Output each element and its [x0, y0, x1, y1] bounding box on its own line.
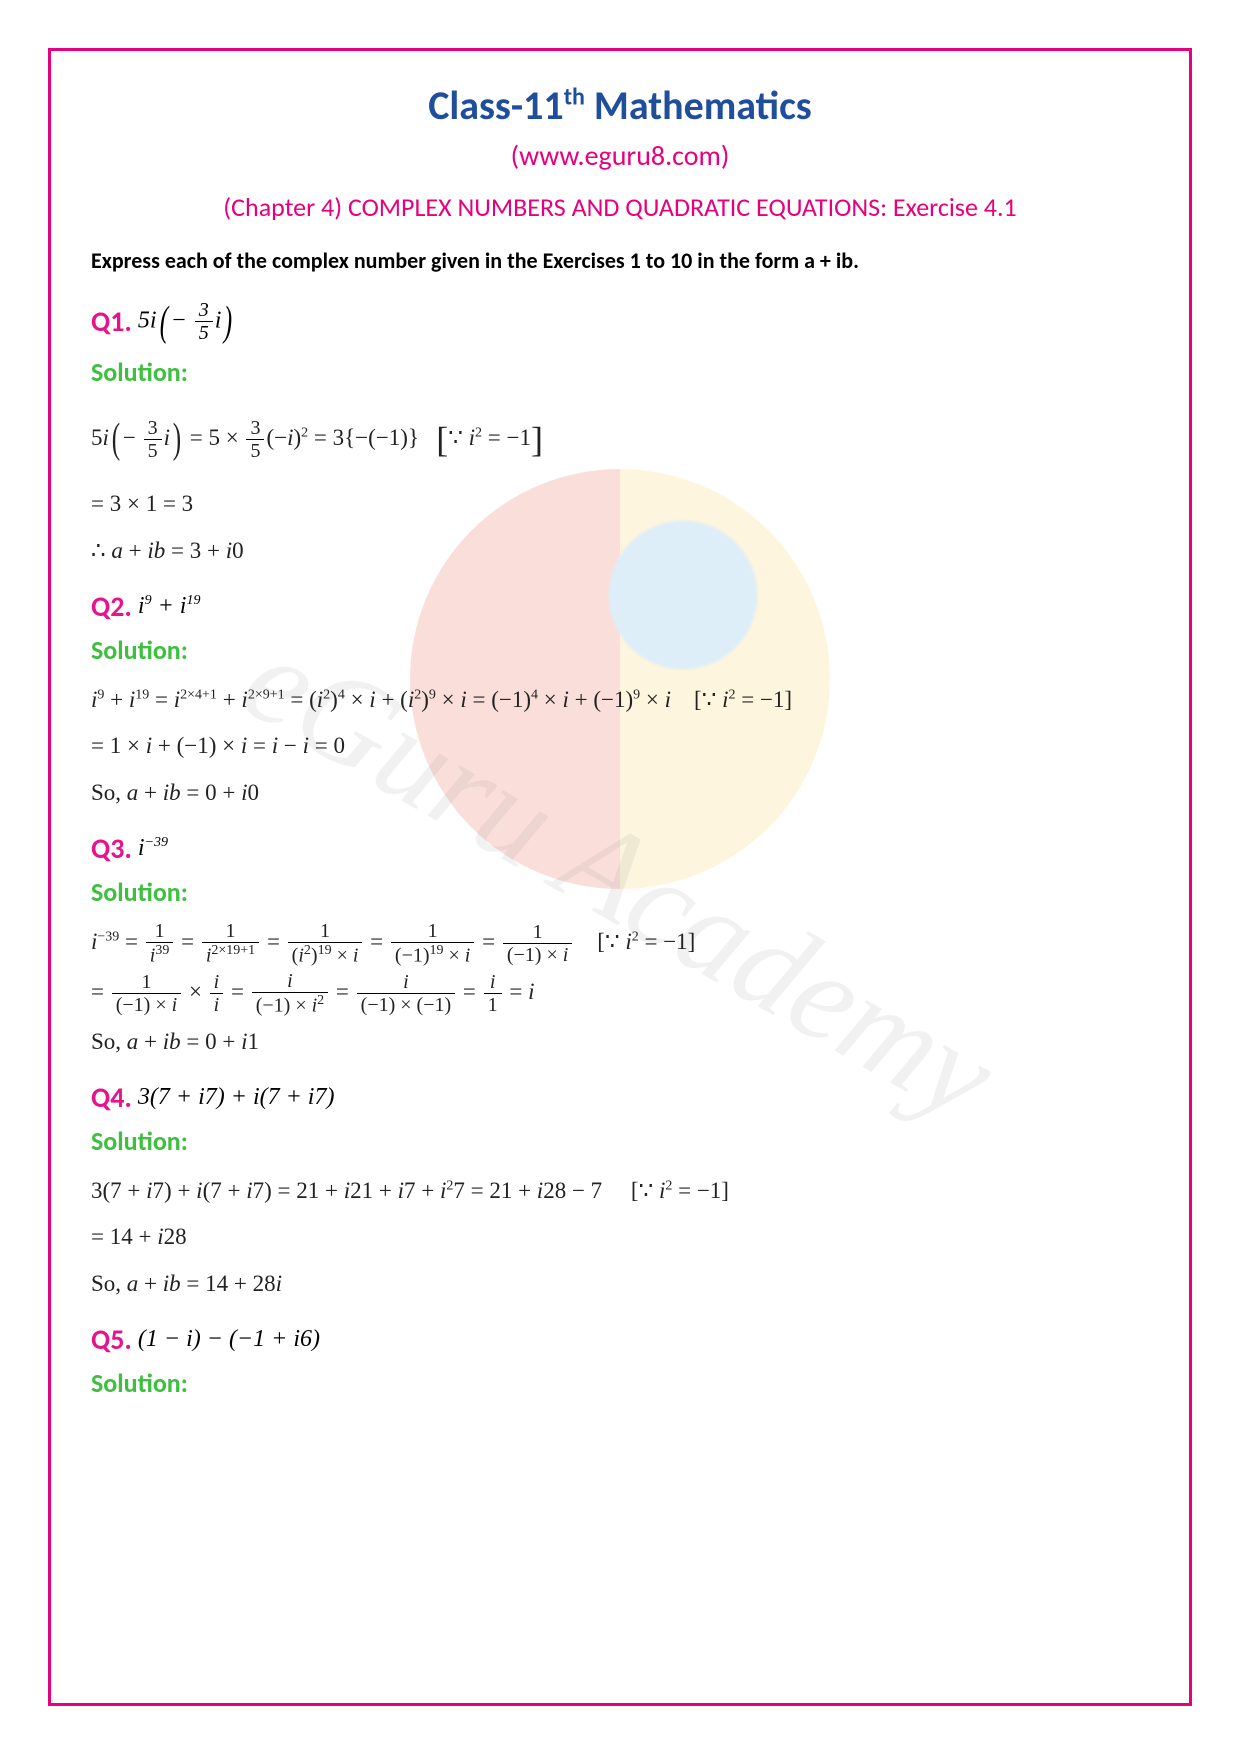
solution-label: Solution: — [91, 1125, 1149, 1157]
solution-label: Solution: — [91, 876, 1149, 908]
content-area: Class-11th Mathematics (www.eguru8.com) … — [91, 81, 1149, 1399]
solution-line: So, a + ib = 0 + i1 — [91, 1020, 1149, 1064]
solution-line: i9 + i19 = i2×4+1 + i2×9+1 = (i2)4 × i +… — [91, 678, 1149, 722]
solution-label: Solution: — [91, 356, 1149, 388]
chapter-heading: (Chapter 4) COMPLEX NUMBERS AND QUADRATI… — [91, 191, 1149, 223]
question-expression: 5i(− 35i) — [138, 298, 236, 346]
title-pre: Class-11 — [428, 81, 563, 130]
title-sup: th — [564, 83, 585, 112]
question-expression: i9 + i19 — [138, 593, 201, 620]
page-title: Class-11th Mathematics — [91, 81, 1149, 130]
question-label: Q3. — [91, 831, 132, 866]
question-row: Q4.3(7 + i7) + i(7 + i7) — [91, 1080, 1149, 1115]
question-expression: 3(7 + i7) + i(7 + i7) — [138, 1084, 335, 1111]
solution-line: ∴ a + ib = 3 + i0 — [91, 529, 1149, 573]
questions-container: Q1.5i(− 35i) Solution: 5i(− 35i) = 5 × 35(… — [91, 298, 1149, 1399]
title-post: Mathematics — [585, 81, 812, 130]
solution-label: Solution: — [91, 634, 1149, 666]
solution-line: So, a + ib = 0 + i0 — [91, 771, 1149, 815]
question-expression: i−39 — [138, 835, 168, 862]
question-label: Q1. — [91, 304, 132, 339]
question-row: Q1.5i(− 35i) — [91, 298, 1149, 346]
solution-line: = 3 × 1 = 3 — [91, 482, 1149, 526]
question-label: Q5. — [91, 1322, 132, 1357]
question-label: Q4. — [91, 1080, 132, 1115]
solution-line: = 1 × i + (−1) × i = i − i = 0 — [91, 724, 1149, 768]
question-row: Q3.i−39 — [91, 831, 1149, 866]
question-row: Q2.i9 + i19 — [91, 589, 1149, 624]
solution-line: 5i(− 35i) = 5 × 35(−i)2 = 3{−(−1)} [∵ i2… — [91, 400, 1149, 480]
solution-line: So, a + ib = 14 + 28i — [91, 1262, 1149, 1306]
solution-line: i−39 = 1i39 = 1i2×19+1 = 1(i2)19 × i = 1… — [91, 920, 1149, 967]
instruction-text: Express each of the complex number given… — [91, 247, 1149, 276]
solution-line: 3(7 + i7) + i(7 + i7) = 21 + i21 + i7 + … — [91, 1169, 1149, 1213]
website-link: (www.eguru8.com) — [91, 138, 1149, 173]
solution-label: Solution: — [91, 1367, 1149, 1399]
solution-line: = 1(−1) × i × ii = i(−1) × i2 = i(−1) × … — [91, 970, 1149, 1017]
page-border: eGuru Academy Class-11th Mathematics (ww… — [48, 48, 1192, 1706]
question-row: Q5.(1 − i) − (−1 + i6) — [91, 1322, 1149, 1357]
question-expression: (1 − i) − (−1 + i6) — [138, 1326, 320, 1353]
question-label: Q2. — [91, 589, 132, 624]
solution-line: = 14 + i28 — [91, 1215, 1149, 1259]
